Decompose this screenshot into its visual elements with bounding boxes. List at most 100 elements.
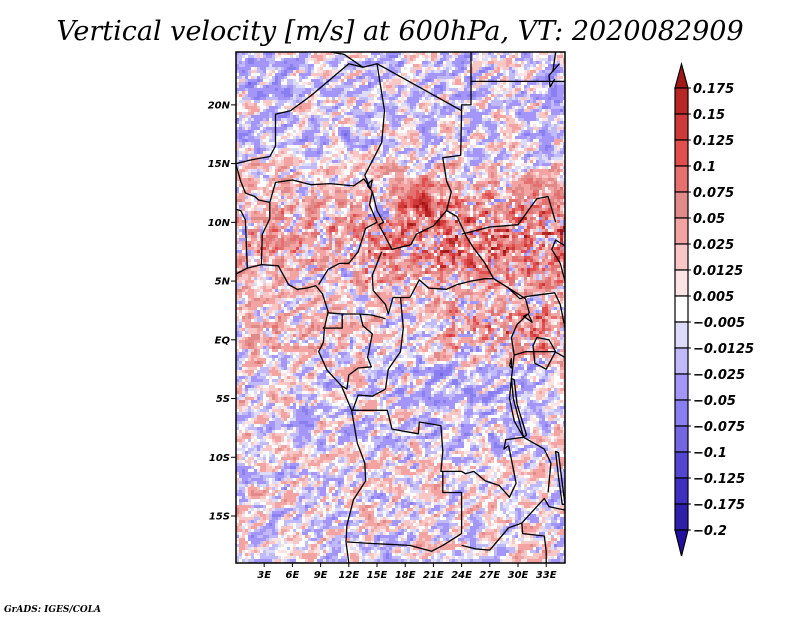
field-cell — [248, 55, 251, 58]
field-cell — [359, 70, 362, 73]
field-cell — [503, 97, 506, 100]
field-cell — [542, 172, 545, 175]
field-cell — [257, 67, 260, 70]
field-cell — [323, 64, 326, 67]
field-cell — [284, 70, 287, 73]
field-cell — [512, 118, 515, 121]
field-cell — [512, 163, 515, 166]
field-cell — [527, 160, 530, 163]
field-cell — [383, 169, 386, 172]
field-cell — [485, 100, 488, 103]
field-cell — [332, 100, 335, 103]
field-cell — [482, 142, 485, 145]
field-cell — [422, 175, 425, 178]
field-cell — [554, 76, 557, 79]
field-cell — [338, 91, 341, 94]
field-cell — [479, 112, 482, 115]
field-cell — [503, 76, 506, 79]
field-cell — [542, 88, 545, 91]
field-cell — [242, 91, 245, 94]
field-cell — [257, 112, 260, 115]
field-cell — [239, 181, 242, 184]
field-cell — [281, 148, 284, 151]
field-cell — [515, 169, 518, 172]
field-cell — [551, 64, 554, 67]
field-cell — [320, 157, 323, 160]
field-cell — [485, 61, 488, 64]
field-cell — [356, 145, 359, 148]
field-cell — [413, 67, 416, 70]
field-cell — [311, 157, 314, 160]
field-cell — [521, 52, 524, 55]
field-cell — [497, 55, 500, 58]
field-cell — [242, 124, 245, 127]
field-cell — [377, 67, 380, 70]
field-cell — [422, 172, 425, 175]
field-cell — [428, 109, 431, 112]
field-cell — [236, 103, 239, 106]
field-cell — [236, 64, 239, 67]
field-cell — [398, 67, 401, 70]
field-cell — [332, 157, 335, 160]
field-cell — [545, 118, 548, 121]
field-cell — [302, 94, 305, 97]
field-cell — [284, 115, 287, 118]
field-cell — [470, 166, 473, 169]
field-cell — [338, 154, 341, 157]
field-cell — [299, 76, 302, 79]
field-cell — [452, 70, 455, 73]
field-cell — [461, 106, 464, 109]
field-cell — [278, 79, 281, 82]
field-cell — [554, 133, 557, 136]
field-cell — [326, 70, 329, 73]
field-cell — [260, 112, 263, 115]
field-cell — [242, 73, 245, 76]
field-cell — [497, 136, 500, 139]
field-cell — [440, 184, 443, 187]
field-cell — [281, 151, 284, 154]
field-cell — [536, 124, 539, 127]
field-cell — [440, 100, 443, 103]
field-cell — [344, 154, 347, 157]
field-cell — [293, 100, 296, 103]
field-cell — [269, 88, 272, 91]
field-cell — [374, 118, 377, 121]
field-cell — [521, 154, 524, 157]
field-cell — [368, 112, 371, 115]
field-cell — [329, 172, 332, 175]
field-cell — [434, 136, 437, 139]
field-cell — [239, 64, 242, 67]
field-cell — [299, 169, 302, 172]
field-cell — [467, 136, 470, 139]
field-cell — [470, 121, 473, 124]
field-cell — [266, 145, 269, 148]
field-cell — [539, 58, 542, 61]
field-cell — [563, 55, 565, 58]
field-cell — [311, 94, 314, 97]
field-cell — [437, 70, 440, 73]
field-cell — [533, 142, 536, 145]
field-cell — [416, 76, 419, 79]
field-cell — [326, 100, 329, 103]
field-cell — [530, 172, 533, 175]
field-cell — [266, 136, 269, 139]
field-cell — [359, 88, 362, 91]
field-cell — [266, 124, 269, 127]
field-cell — [428, 58, 431, 61]
field-cell — [245, 55, 248, 58]
field-cell — [500, 157, 503, 160]
field-cell — [290, 163, 293, 166]
field-cell — [278, 148, 281, 151]
field-cell — [431, 100, 434, 103]
field-cell — [341, 142, 344, 145]
field-cell — [380, 175, 383, 178]
field-cell — [326, 103, 329, 106]
field-cell — [248, 73, 251, 76]
field-cell — [539, 124, 542, 127]
field-cell — [542, 109, 545, 112]
field-cell — [479, 139, 482, 142]
field-cell — [272, 94, 275, 97]
field-cell — [446, 157, 449, 160]
field-cell — [536, 181, 539, 184]
field-cell — [347, 112, 350, 115]
